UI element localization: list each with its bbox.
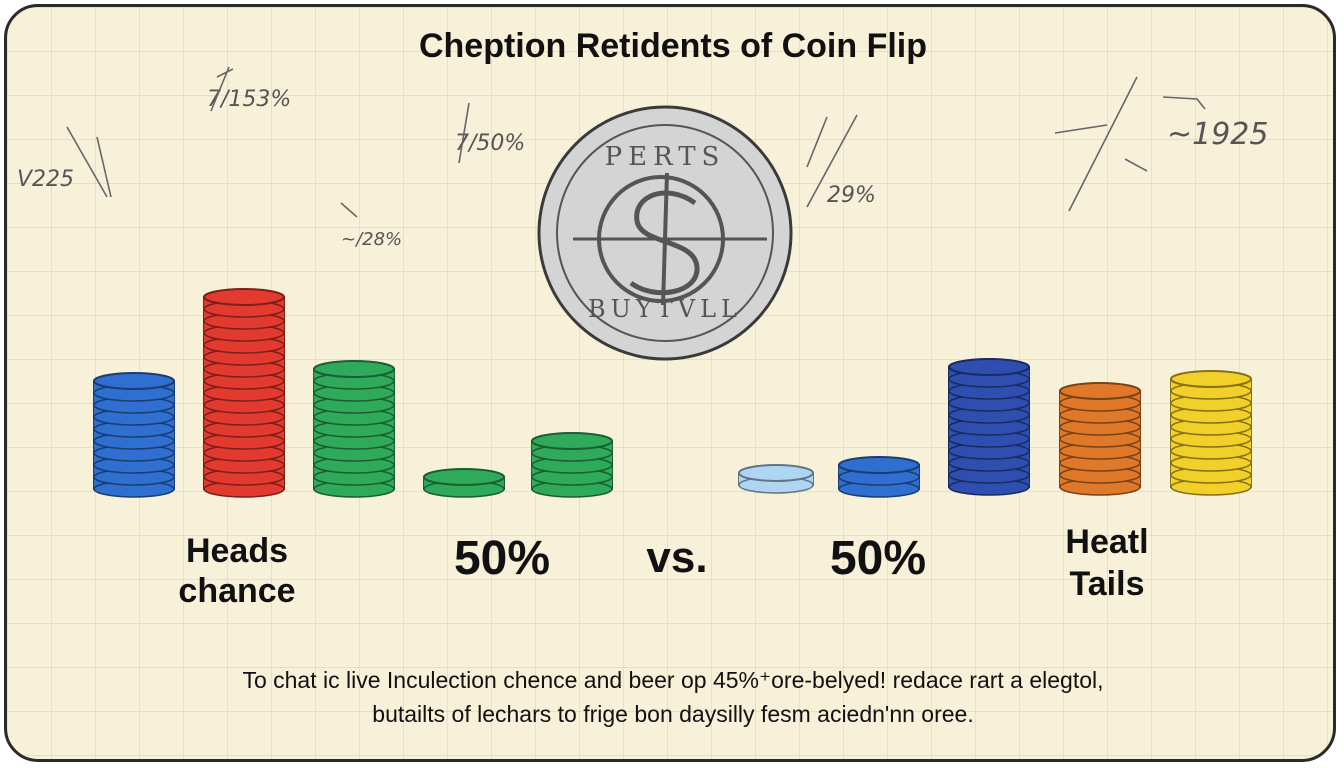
poster-title: Cheption Retidents of Coin Flip bbox=[418, 27, 928, 65]
handwritten-note: ~/28% bbox=[341, 229, 403, 250]
handwritten-note: 7/153% bbox=[207, 87, 292, 112]
small-green-stack bbox=[423, 468, 505, 498]
heads-label-line2: chance bbox=[178, 572, 296, 610]
heads-label: Heads chance bbox=[147, 531, 327, 611]
blue-stack bbox=[93, 372, 175, 498]
red-stack bbox=[203, 288, 285, 498]
handwritten-note: V225 bbox=[17, 167, 75, 192]
small-blue-stack bbox=[838, 456, 920, 498]
heads-label-line1: Heads bbox=[185, 532, 289, 570]
tails-label-line2: Tails bbox=[1069, 565, 1145, 603]
coin-bottom-text: BUYTVLL bbox=[588, 295, 742, 323]
scribbles bbox=[66, 66, 1206, 218]
navy-stack bbox=[948, 358, 1030, 496]
caption: To chat ic live Inculection chence and b… bbox=[47, 663, 1299, 731]
handwritten-note: ~1925 bbox=[1167, 117, 1269, 152]
light-blue-chip bbox=[738, 464, 814, 494]
poster-frame: Cheption Retidents of Coin Flip 7/153% V… bbox=[4, 4, 1336, 762]
heads-percentage: 50% bbox=[453, 532, 551, 585]
caption-line1: To chat ic live Inculection chence and b… bbox=[242, 667, 1104, 693]
orange-stack bbox=[1059, 382, 1141, 496]
tails-percentage: 50% bbox=[829, 532, 927, 585]
caption-line2: butailts of lechars to frige bon daysill… bbox=[372, 701, 974, 727]
handwritten-note: 29% bbox=[827, 183, 876, 208]
coin-top-text: PERTS bbox=[605, 142, 726, 172]
tails-label-line1: Heatl bbox=[1065, 523, 1149, 561]
green-short-stack bbox=[531, 432, 613, 498]
green-stack bbox=[313, 360, 395, 498]
illustration: PERTS BUYTVLL bbox=[66, 66, 1252, 498]
versus-label: vs. bbox=[646, 533, 708, 582]
yellow-stack bbox=[1170, 370, 1252, 496]
tails-label: Heatl Tails bbox=[1027, 521, 1187, 605]
coin-icon: PERTS BUYTVLL bbox=[537, 105, 793, 361]
handwritten-note: 7/50% bbox=[455, 131, 526, 156]
